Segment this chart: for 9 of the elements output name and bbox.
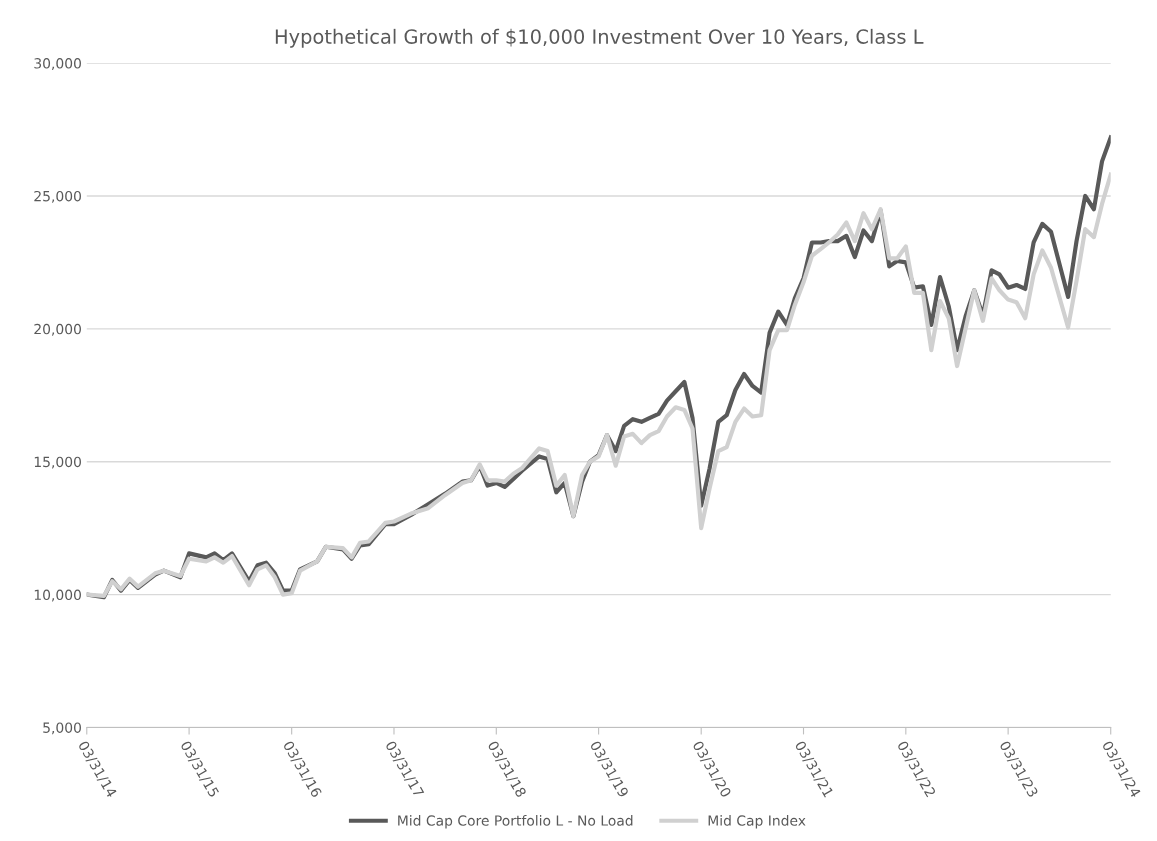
y-tick-label: 25,000 (34, 190, 81, 203)
y-tick-label: 30,000 (34, 58, 81, 70)
legend-label: Mid Cap Index (708, 815, 806, 829)
y-tick-label: 15,000 (34, 456, 81, 469)
y-tick-label: 5,000 (43, 722, 81, 735)
chart-title: Hypothetical Growth of $10,000 Investment Over 10 Years, Class L (275, 28, 924, 48)
y-tick-label: 10,000 (34, 589, 81, 602)
y-tick-label: 20,000 (34, 323, 81, 336)
legend-label: Mid Cap Core Portfolio L - No Load (398, 815, 633, 829)
